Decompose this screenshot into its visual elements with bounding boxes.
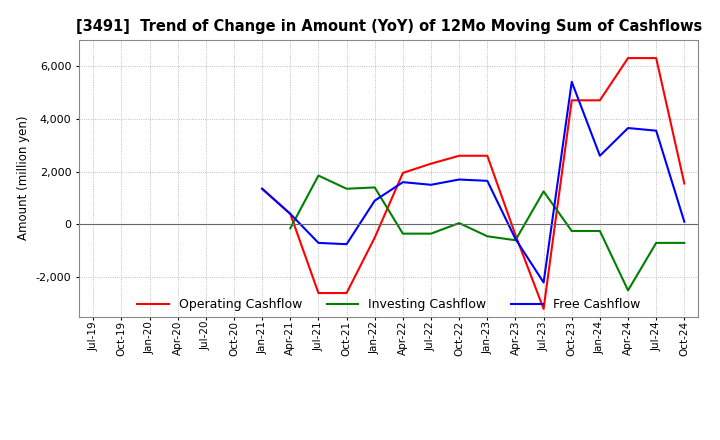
Operating Cashflow [258,186,266,191]
Operating Cashflow [483,153,492,158]
Operating Cashflow [399,170,408,176]
Line: Operating Cashflow: Operating Cashflow [262,58,684,309]
Investing Cashflow [483,234,492,239]
Investing Cashflow [595,228,604,234]
Investing Cashflow [455,220,464,226]
Investing Cashflow [342,186,351,191]
Free Cashflow [624,125,632,131]
Investing Cashflow [624,288,632,293]
Free Cashflow [652,128,660,133]
Operating Cashflow [511,232,520,238]
Operating Cashflow [286,211,294,216]
Investing Cashflow [539,189,548,194]
Investing Cashflow [427,231,436,236]
Title: [3491]  Trend of Change in Amount (YoY) of 12Mo Moving Sum of Cashflows: [3491] Trend of Change in Amount (YoY) o… [76,19,702,34]
Free Cashflow [511,236,520,242]
Operating Cashflow [370,235,379,240]
Investing Cashflow [286,226,294,231]
Line: Free Cashflow: Free Cashflow [262,82,684,282]
Investing Cashflow [511,238,520,243]
Operating Cashflow [455,153,464,158]
Free Cashflow [286,211,294,216]
Line: Investing Cashflow: Investing Cashflow [290,176,684,290]
Operating Cashflow [567,98,576,103]
Operating Cashflow [427,161,436,166]
Investing Cashflow [652,240,660,246]
Y-axis label: Amount (million yen): Amount (million yen) [17,116,30,240]
Free Cashflow [370,198,379,203]
Free Cashflow [258,186,266,191]
Operating Cashflow [539,306,548,312]
Free Cashflow [595,153,604,158]
Investing Cashflow [399,231,408,236]
Free Cashflow [455,177,464,182]
Operating Cashflow [595,98,604,103]
Free Cashflow [427,182,436,187]
Operating Cashflow [314,290,323,296]
Free Cashflow [539,280,548,285]
Operating Cashflow [624,55,632,61]
Free Cashflow [314,240,323,246]
Operating Cashflow [652,55,660,61]
Operating Cashflow [680,181,688,186]
Investing Cashflow [314,173,323,178]
Free Cashflow [342,242,351,247]
Legend: Operating Cashflow, Investing Cashflow, Free Cashflow: Operating Cashflow, Investing Cashflow, … [132,293,645,316]
Investing Cashflow [370,185,379,190]
Free Cashflow [680,219,688,224]
Operating Cashflow [342,290,351,296]
Free Cashflow [399,180,408,185]
Free Cashflow [567,79,576,84]
Investing Cashflow [567,228,576,234]
Free Cashflow [483,178,492,183]
Investing Cashflow [680,240,688,246]
